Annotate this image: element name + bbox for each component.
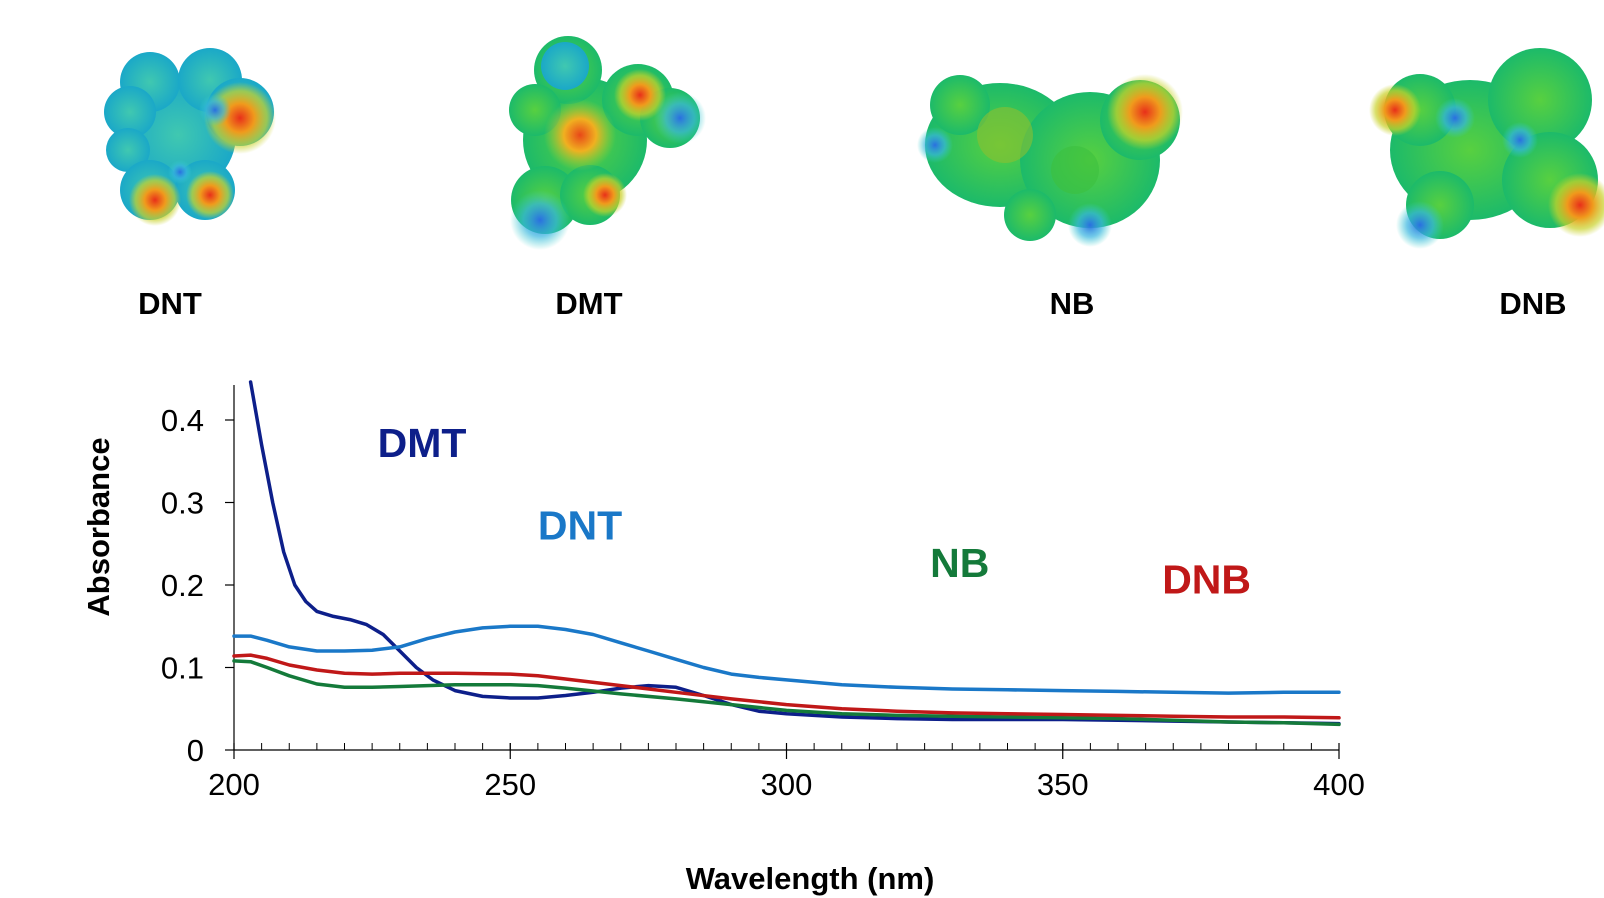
dmt-molecule-image [509,36,706,250]
series-label-dnb: DNB [1162,556,1251,602]
y-tick-label: 0.2 [161,568,204,603]
series-annotations: DMT DNT NB DNB [378,420,1251,602]
series-label-nb: NB [930,540,989,586]
y-tick-label: 0.4 [161,403,204,438]
y-axis-title: Absorbance [81,437,116,616]
nb-molecule-image [917,74,1183,247]
y-tick-label: 0.3 [161,486,204,521]
series-lines [232,380,1341,727]
series-line-nb [232,659,1341,727]
nb-molecule-label: NB [1050,286,1095,321]
dnt-molecule-label: DNT [138,286,202,321]
x-tick-label: 200 [208,767,260,802]
series-line-dnb [232,653,1341,720]
x-tick-label: 350 [1037,767,1089,802]
series-label-dmt: DMT [378,420,467,466]
x-tick-label: 300 [761,767,813,802]
axes: 0 0.1 0.2 0.3 0.4 200 250 300 350 400 [161,385,1365,802]
series-line-dnt [232,624,1341,695]
absorbance-chart: 0 0.1 0.2 0.3 0.4 200 250 300 350 400 DMT DNT NB DNB… [81,380,1365,896]
y-tick-label: 0.1 [161,651,204,686]
y-tick-label: 0 [187,733,204,768]
x-axis-title: Wavelength (nm) [686,861,935,896]
dnb-molecule-image [1369,48,1604,249]
dmt-molecule-label: DMT [555,286,622,321]
series-label-dnt: DNT [538,503,622,549]
series-line-dmt [248,380,1341,726]
dnt-molecule-image [104,48,276,226]
molecule-panel: DNT DMT NB DNB [104,36,1604,321]
x-tick-label: 400 [1313,767,1365,802]
dnb-molecule-label: DNB [1499,286,1566,321]
x-tick-label: 250 [484,767,536,802]
